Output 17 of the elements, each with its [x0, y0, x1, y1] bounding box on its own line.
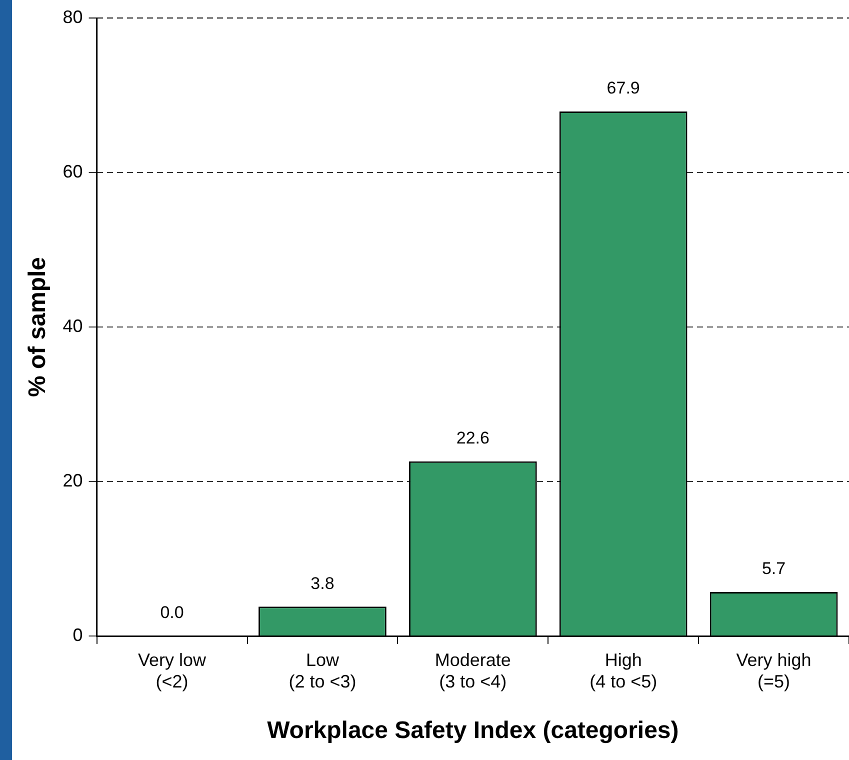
- data-label: 22.6: [456, 428, 490, 448]
- x-tick-label: Very high (=5): [736, 650, 812, 692]
- data-label: 3.8: [310, 574, 334, 593]
- data-label: 0.0: [160, 603, 184, 622]
- y-tick-label: 80: [62, 6, 83, 27]
- y-tick-label: 0: [72, 624, 83, 645]
- y-tick-label: 20: [62, 470, 83, 490]
- x-tick-label: Low (2 to <3): [288, 650, 356, 692]
- x-axis-title: Workplace Safety Index (categories): [267, 717, 679, 744]
- x-tick-label: Very low (<2): [138, 650, 208, 692]
- x-tick-label: Moderate (3 to <4): [434, 650, 511, 692]
- x-tick-label: High (4 to <5): [590, 650, 658, 692]
- data-label: 5.7: [762, 559, 786, 578]
- y-tick-label: 40: [62, 316, 83, 336]
- y-tick-label: 60: [62, 161, 83, 182]
- y-axis-title: % of sample: [24, 256, 52, 398]
- data-label: 67.9: [606, 78, 640, 98]
